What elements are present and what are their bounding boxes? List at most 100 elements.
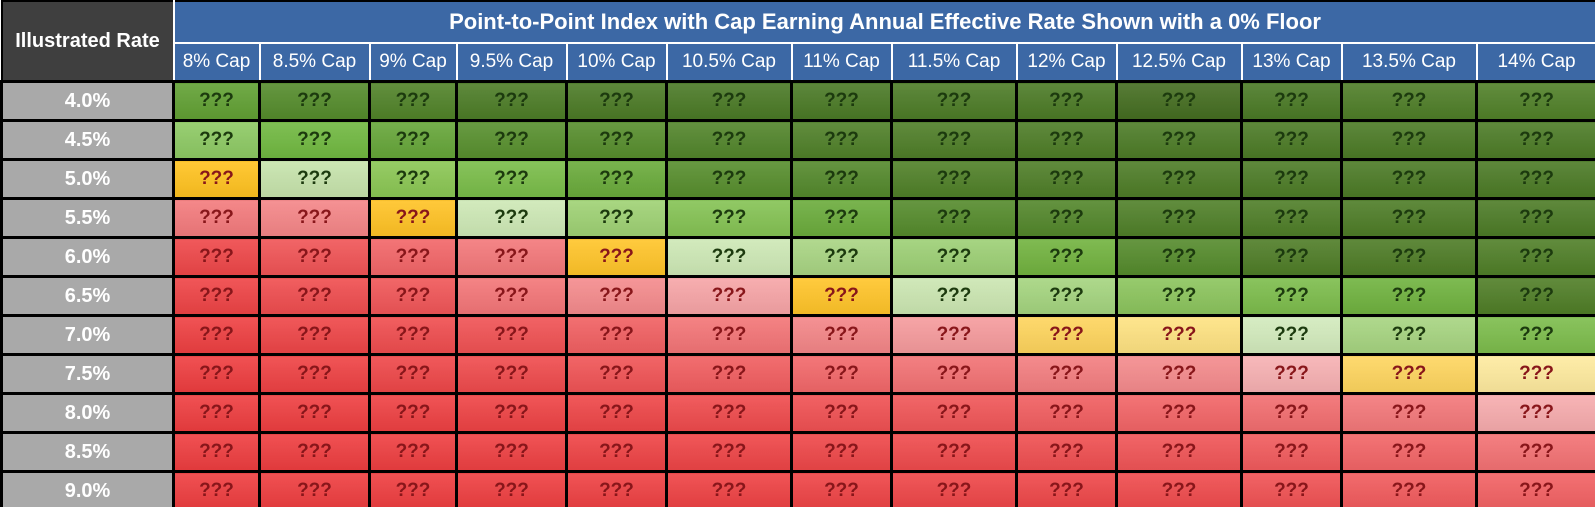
heatmap-cell: ??? — [665, 353, 793, 395]
heatmap-cell: ??? — [1340, 470, 1478, 507]
heatmap-cell: ??? — [368, 392, 458, 434]
heatmap-cell: ??? — [1115, 314, 1243, 356]
heatmap-cell: ??? — [565, 353, 668, 395]
heatmap-cell: ??? — [258, 80, 371, 122]
cap-column-header-4: 10% Cap — [565, 43, 667, 83]
heatmap-cell: ??? — [1240, 353, 1343, 395]
heatmap-cell: ??? — [455, 470, 568, 507]
heatmap-cell: ??? — [1340, 236, 1478, 278]
heatmap-cell: ??? — [790, 314, 893, 356]
heatmap-cell: ??? — [665, 80, 793, 122]
heatmap-cell: ??? — [665, 470, 793, 507]
heatmap-cell: ??? — [890, 158, 1018, 200]
heatmap-cell: ??? — [368, 80, 458, 122]
heatmap-cell: ??? — [790, 392, 893, 434]
heatmap-cell: ??? — [565, 470, 668, 507]
heatmap-cell: ??? — [665, 158, 793, 200]
heatmap-cell: ??? — [1240, 197, 1343, 239]
heatmap-cell: ??? — [455, 353, 568, 395]
row-label: 5.5% — [0, 197, 175, 239]
heatmap-cell: ??? — [258, 392, 371, 434]
heatmap-cell: ??? — [368, 431, 458, 473]
heatmap-cell: ??? — [258, 197, 371, 239]
heatmap-cell: ??? — [1015, 470, 1118, 507]
title-row: Illustrated Rate Point-to-Point Index wi… — [1, 1, 1595, 83]
heatmap-cell: ??? — [1474, 158, 1595, 200]
row-label: 5.0% — [0, 158, 175, 200]
heatmap-cell: ??? — [455, 236, 568, 278]
heatmap-cell: ??? — [565, 158, 668, 200]
heatmap-cell: ??? — [1340, 275, 1478, 317]
heatmap-cell: ??? — [1115, 470, 1243, 507]
heatmap-cell: ??? — [565, 392, 668, 434]
heatmap-cell: ??? — [665, 197, 793, 239]
cap-column-header-10: 13% Cap — [1240, 43, 1342, 83]
heatmap-cell: ??? — [890, 197, 1018, 239]
heatmap-cell: ??? — [455, 119, 568, 161]
heatmap-cell: ??? — [1240, 158, 1343, 200]
heatmap-cell: ??? — [890, 470, 1018, 507]
heatmap-cell: ??? — [890, 236, 1018, 278]
heatmap-cell: ??? — [890, 119, 1018, 161]
heatmap-cell: ??? — [1240, 80, 1343, 122]
heatmap-cell: ??? — [1240, 392, 1343, 434]
heatmap-cell: ??? — [1115, 431, 1243, 473]
row-label: 4.0% — [0, 80, 175, 122]
heatmap-cell: ??? — [455, 158, 568, 200]
heatmap-cell: ??? — [1240, 236, 1343, 278]
heatmap-cell: ??? — [1015, 158, 1118, 200]
cap-column-header-1: 8.5% Cap — [258, 43, 370, 83]
cap-column-header-0: 8% Cap — [172, 43, 260, 83]
heatmap-cell: ??? — [1340, 158, 1478, 200]
cap-column-header-2: 9% Cap — [368, 43, 457, 83]
table-header: Illustrated Rate Point-to-Point Index wi… — [1, 1, 1595, 83]
heatmap-cell: ??? — [1474, 314, 1595, 356]
cap-column-header-3: 9.5% Cap — [455, 43, 567, 83]
row-label: 9.0% — [0, 470, 175, 507]
row-label: 6.0% — [0, 236, 175, 278]
heatmap-cell: ??? — [172, 80, 261, 122]
heatmap-cell: ??? — [1340, 197, 1478, 239]
cap-header-row: 8% Cap 8.5% Cap 9% Cap 9.5% Cap 10% Cap 10.5%… — [2, 43, 1595, 83]
heatmap-cell: ??? — [665, 314, 793, 356]
heatmap-cell: ??? — [665, 275, 793, 317]
heatmap-cell: ??? — [1015, 275, 1118, 317]
heatmap-cell: ??? — [1015, 236, 1118, 278]
cap-column-header-7: 11.5% Cap — [890, 43, 1017, 83]
heatmap-cell: ??? — [1474, 275, 1595, 317]
heatmap-cell: ??? — [1115, 236, 1243, 278]
table-row: 7.0%????????????????????????????????????… — [0, 314, 1595, 356]
heatmap-cell: ??? — [368, 314, 458, 356]
heatmap-cell: ??? — [455, 431, 568, 473]
heatmap-cell: ??? — [258, 158, 371, 200]
heatmap-cell: ??? — [368, 353, 458, 395]
heatmap-cell: ??? — [172, 470, 261, 507]
heatmap-cell: ??? — [172, 158, 261, 200]
heatmap-cell: ??? — [368, 158, 458, 200]
heatmap-cell: ??? — [172, 353, 261, 395]
table-row: 4.0%????????????????????????????????????… — [0, 80, 1595, 122]
heatmap-cell: ??? — [1115, 392, 1243, 434]
cap-column-header-11: 13.5% Cap — [1340, 43, 1477, 83]
table-row: 8.0%????????????????????????????????????… — [0, 392, 1595, 434]
row-label: 4.5% — [0, 119, 175, 161]
corner-header: Illustrated Rate — [1, 1, 175, 83]
heatmap-cell: ??? — [1015, 314, 1118, 356]
cap-column-header-9: 12.5% Cap — [1115, 43, 1242, 83]
heatmap-cell: ??? — [368, 470, 458, 507]
heatmap-cell: ??? — [1115, 80, 1243, 122]
heatmap-cell: ??? — [565, 80, 668, 122]
cap-column-header-6: 11% Cap — [790, 43, 892, 83]
heatmap-cell: ??? — [172, 275, 261, 317]
heatmap-cell: ??? — [565, 314, 668, 356]
heatmap-cell: ??? — [368, 236, 458, 278]
heatmap-cell: ??? — [565, 275, 668, 317]
heatmap-cell: ??? — [172, 314, 261, 356]
table-row: 9.0%????????????????????????????????????… — [0, 470, 1595, 507]
table-row: 4.5%????????????????????????????????????… — [0, 119, 1595, 161]
heatmap-cell: ??? — [890, 275, 1018, 317]
heatmap-cell: ??? — [1340, 314, 1478, 356]
heatmap-cell: ??? — [368, 119, 458, 161]
heatmap-cell: ??? — [790, 353, 893, 395]
table-row: 6.0%????????????????????????????????????… — [0, 236, 1595, 278]
